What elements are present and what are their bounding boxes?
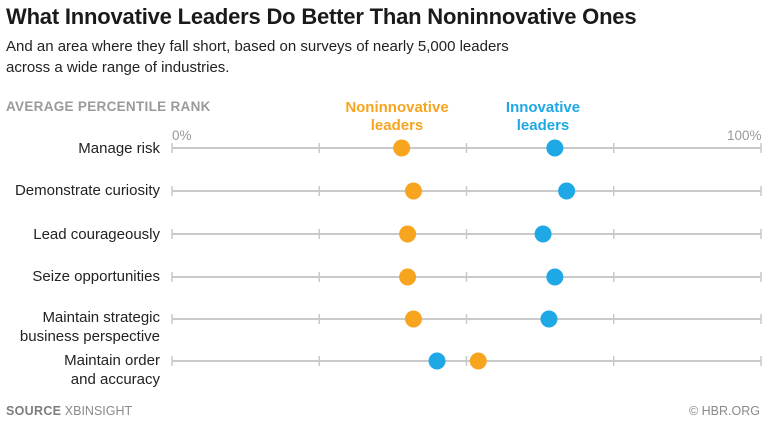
row-label-line: Maintain strategic: [42, 309, 160, 326]
noninnovative-dot: [404, 182, 422, 200]
noninnovative-dot: [393, 139, 411, 157]
row-label-line: Demonstrate curiosity: [14, 182, 160, 199]
legend-noninnovative-line-2: leaders: [370, 117, 424, 134]
legend-noninnovative-line-1: Noninnovative: [345, 99, 449, 116]
row-label-seize-opportunities: Seize opportunities: [0, 267, 160, 286]
noninnovative-dot: [404, 310, 422, 328]
row-label-manage-risk: Manage risk: [0, 139, 160, 158]
row-label-line: Seize opportunities: [32, 268, 160, 285]
innovative-dot: [540, 310, 558, 328]
legend-innovative: Innovative leaders: [478, 99, 608, 135]
row-label-demonstrate-curiosity: Demonstrate curiosity: [0, 181, 160, 200]
innovative-dot: [546, 268, 564, 286]
innovative-dot: [428, 352, 446, 370]
row-label-lead-courageously: Lead courageously: [0, 225, 160, 244]
row-label-line: and accuracy: [70, 371, 160, 388]
source-value: XBINSIGHT: [64, 404, 133, 418]
source-label: SOURCE: [6, 404, 62, 418]
row-label-maintain-strategic: Maintain strategic business perspective: [0, 308, 160, 346]
legend-innovative-line-2: leaders: [516, 117, 570, 134]
row-label-line: Maintain order: [64, 352, 160, 369]
row-label-maintain-order: Maintain order and accuracy: [0, 351, 160, 389]
row-label-line: business perspective: [19, 328, 160, 345]
row-label-line: Manage risk: [78, 140, 160, 157]
x-tick-label-start: 0%: [172, 128, 192, 143]
credit: © HBR.ORG: [688, 404, 760, 418]
row-label-line: Lead courageously: [33, 226, 160, 243]
chart-title: What Innovative Leaders Do Better Than N…: [6, 4, 637, 29]
innovative-dot: [546, 139, 564, 157]
innovative-dot: [558, 182, 576, 200]
legend-noninnovative: Noninnovative leaders: [332, 99, 462, 135]
noninnovative-dot: [399, 225, 417, 243]
legend-innovative-line-1: Innovative: [505, 99, 581, 116]
chart-subtitle: And an area where they fall short, based…: [6, 38, 509, 76]
noninnovative-dot: [469, 352, 487, 370]
innovative-dot: [534, 225, 552, 243]
noninnovative-dot: [399, 268, 417, 286]
x-axis-title: AVERAGE PERCENTILE RANK: [6, 99, 211, 114]
source-note: SOURCE XBINSIGHT: [6, 404, 132, 418]
x-tick-label-end: 100%: [727, 128, 762, 143]
